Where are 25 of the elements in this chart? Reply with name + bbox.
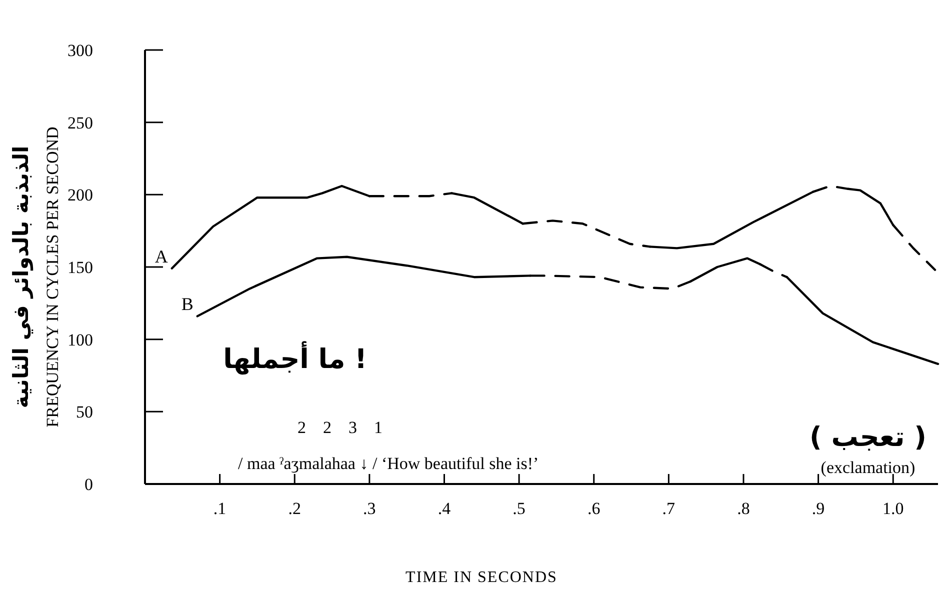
annotation: / maa ˀaʒmalahaa ↓ / ‘How beautiful she is!’ <box>238 454 539 473</box>
x-tick-label: .1 <box>213 499 226 518</box>
series-label: A <box>154 246 168 266</box>
x-tick-label: .8 <box>737 499 750 518</box>
series-label: B <box>181 294 194 314</box>
x-tick-label: .3 <box>363 499 376 518</box>
annotation: (exclamation) <box>820 458 916 477</box>
y-tick-label: 100 <box>68 330 93 350</box>
annotation: ( تعجب ) <box>810 422 926 453</box>
x-tick-label: .6 <box>587 499 600 518</box>
x-tick-label: .5 <box>512 499 526 518</box>
y-tick-label: 300 <box>68 41 93 60</box>
x-tick-label: 1.0 <box>882 499 904 518</box>
annotation: ما أجملها ! <box>223 341 367 375</box>
x-tick-label: .4 <box>438 499 452 518</box>
y-tick-label: 200 <box>68 186 93 205</box>
annotation: 2 2 3 1 <box>298 418 382 437</box>
x-tick-label: .7 <box>662 499 676 518</box>
x-tick-label: .2 <box>288 499 301 518</box>
y-tick-label: 250 <box>68 113 93 132</box>
y-tick-label: 0 <box>84 475 93 494</box>
y-tick-label: 150 <box>68 258 93 277</box>
x-tick-label: .9 <box>812 499 825 518</box>
y-tick-label: 50 <box>76 402 93 422</box>
x-axis-title: TIME IN SECONDS <box>406 569 558 586</box>
